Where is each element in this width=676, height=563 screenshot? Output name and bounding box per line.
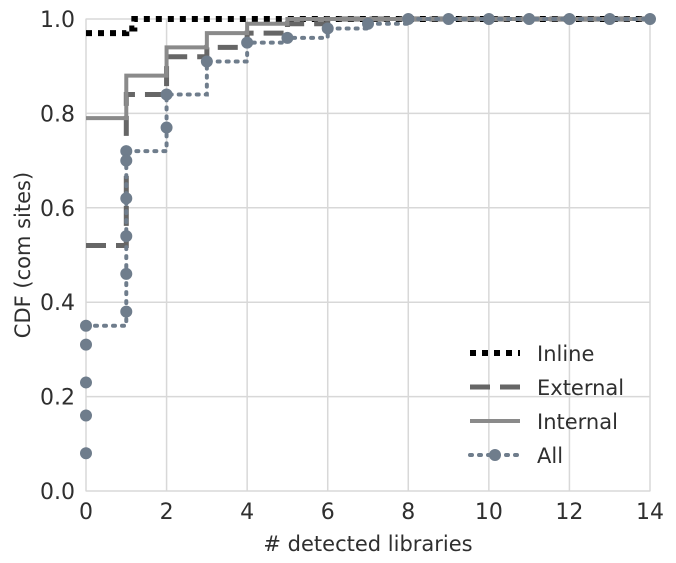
x-tick-label: 14 — [636, 500, 664, 525]
data-point-all — [200, 55, 213, 68]
data-point-all — [362, 17, 374, 30]
series-line-external — [86, 16, 650, 249]
y-tick-label: 0.0 — [40, 480, 75, 505]
data-point-all — [241, 36, 254, 49]
data-point-all — [120, 230, 133, 243]
legend-item-internal: Internal — [470, 410, 618, 434]
y-tick-label: 0.6 — [40, 197, 75, 222]
y-tick-label: 0.2 — [40, 386, 75, 411]
x-tick-label: 4 — [240, 500, 254, 525]
data-point-all — [80, 338, 92, 351]
x-axis-label: # detected libraries — [263, 532, 472, 556]
series-internal — [86, 17, 650, 121]
legend: Inline External Internal All — [468, 342, 624, 468]
x-tick-label: 0 — [79, 500, 93, 525]
data-point-all — [80, 319, 92, 332]
series-line-internal — [86, 17, 650, 121]
series-external — [86, 16, 650, 249]
legend-marker-all — [489, 449, 501, 461]
series-line-inline — [86, 16, 650, 37]
y-tick-label: 1.0 — [40, 8, 75, 33]
series-line-all — [84, 17, 652, 328]
data-point-all — [120, 267, 133, 280]
data-point-all — [160, 121, 173, 134]
data-point-all — [523, 13, 536, 25]
x-tick-label: 8 — [401, 500, 415, 525]
data-point-all — [80, 409, 92, 422]
data-point-all — [644, 13, 656, 25]
y-tick-label: 0.4 — [40, 291, 75, 316]
legend-item-all: All — [468, 444, 563, 468]
data-point-all — [402, 13, 415, 25]
y-tick-label: 0.8 — [40, 102, 75, 127]
data-point-all — [120, 305, 133, 318]
data-point-all — [281, 31, 294, 44]
data-point-all — [80, 447, 92, 460]
data-point-all — [482, 13, 495, 25]
data-point-all — [603, 13, 616, 25]
plot-area — [85, 18, 651, 492]
x-tick-label: 12 — [555, 500, 583, 525]
x-tick-label: 6 — [321, 500, 335, 525]
legend-label-inline: Inline — [537, 342, 594, 366]
data-point-all — [442, 13, 455, 25]
legend-item-inline: Inline — [470, 342, 594, 366]
legend-label-all: All — [537, 444, 563, 468]
data-point-all — [563, 13, 576, 25]
series-all — [80, 13, 656, 460]
x-tick-label: 10 — [475, 500, 503, 525]
series-layer — [80, 13, 656, 460]
data-point-all — [160, 88, 173, 101]
data-point-all — [120, 154, 133, 167]
series-inline — [86, 16, 650, 37]
data-point-all — [321, 22, 334, 35]
legend-label-external: External — [537, 376, 624, 400]
data-point-all — [80, 376, 92, 389]
data-point-all — [120, 192, 133, 205]
axis-layer: 0 2 4 6 8 10 12 14 0.0 0.2 0.4 0.6 0.8 1.0 — [40, 8, 664, 525]
legend-label-internal: Internal — [537, 410, 618, 434]
grid-layer — [85, 18, 651, 492]
legend-item-external: External — [470, 376, 624, 400]
y-axis-label: CDF (com sites) — [11, 172, 35, 338]
x-tick-label: 2 — [160, 500, 174, 525]
